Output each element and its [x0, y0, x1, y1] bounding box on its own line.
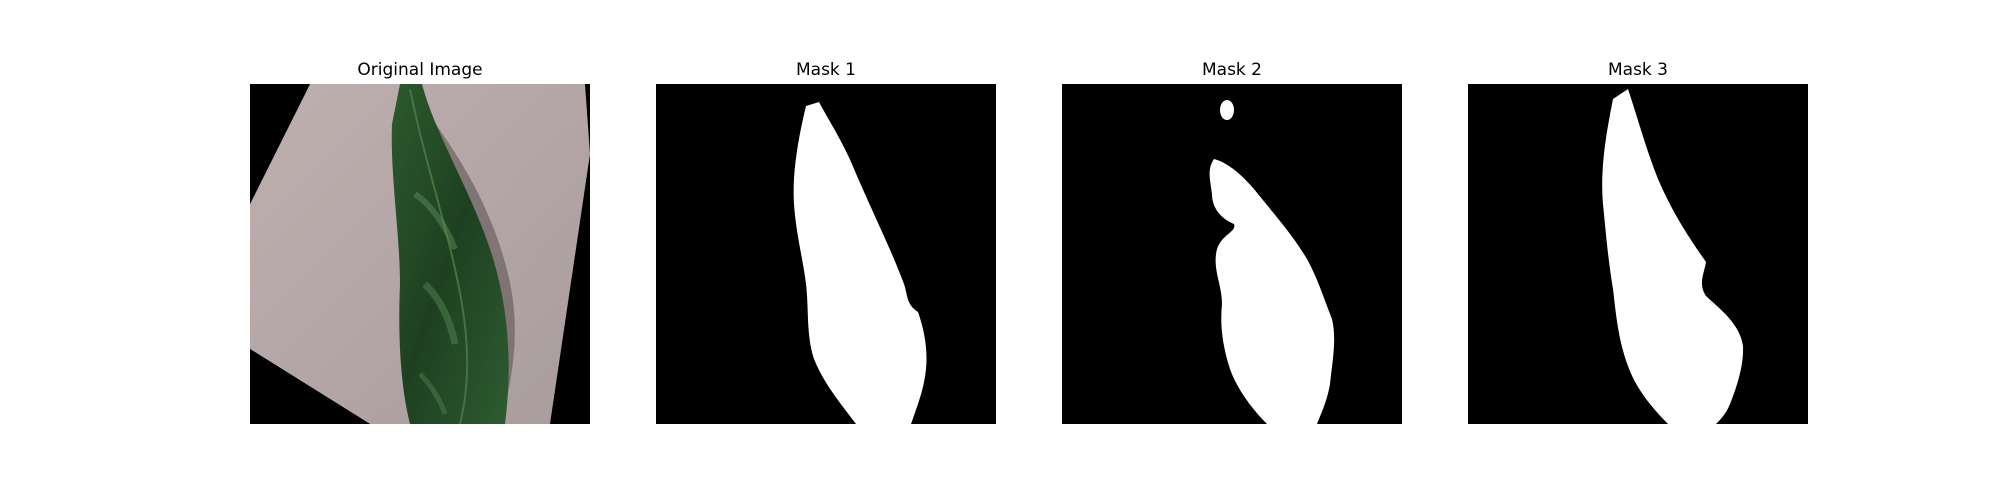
mask-2-image: [1062, 84, 1402, 424]
mask-region: [1209, 159, 1335, 424]
leaf-midrib: [409, 88, 469, 424]
mask-region: [1602, 89, 1744, 424]
original-image-title: Original Image: [357, 60, 483, 80]
mask-region: [793, 102, 927, 424]
mask-3-title: Mask 3: [1607, 60, 1668, 80]
leaf: [391, 84, 509, 424]
mask-3-panel: Mask 3: [1468, 56, 1808, 424]
mask-1-title: Mask 1: [795, 60, 856, 80]
mask-2-title: Mask 2: [1201, 60, 1262, 80]
mask-blob: [1220, 100, 1234, 120]
mask-1-image: [656, 84, 996, 424]
mask-1-panel: Mask 1: [656, 56, 996, 424]
mask-2-panel: Mask 2: [1062, 56, 1402, 424]
original-image: [250, 84, 590, 424]
original-image-panel: Original Image: [250, 56, 590, 424]
mask-3-image: [1468, 84, 1808, 424]
